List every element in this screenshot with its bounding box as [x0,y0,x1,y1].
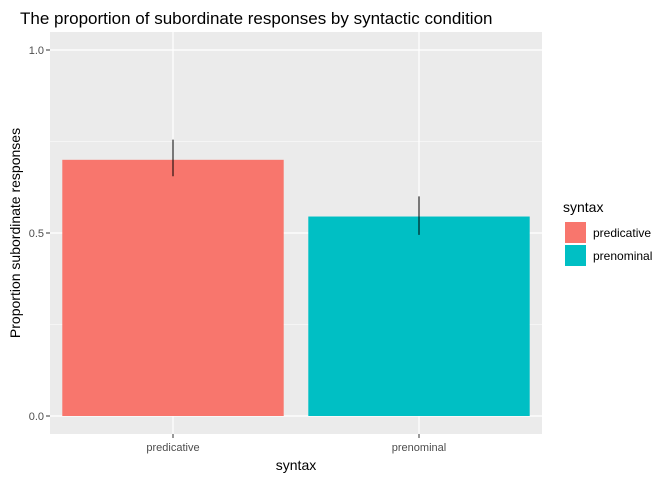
y-axis-title: Proportion subordinate responses [7,128,23,338]
chart-title: The proportion of subordinate responses … [20,9,493,28]
bar-prenominal [308,216,530,416]
legend: syntax predicative prenominal [563,199,652,266]
y-axis: 0.0 0.5 1.0 [29,45,50,423]
x-tick-label: prenominal [392,442,446,454]
y-tick-label: 0.0 [29,411,44,423]
legend-label-predicative: predicative [593,226,651,240]
legend-title: syntax [563,199,603,215]
x-axis-title: syntax [276,457,316,473]
x-axis: predicative prenominal [146,434,446,454]
x-tick-label: predicative [146,442,199,454]
legend-key-prenominal [565,245,586,266]
error-bars [172,139,420,235]
y-tick-label: 0.5 [29,228,44,240]
legend-label-prenominal: prenominal [593,249,652,263]
legend-key-predicative [565,222,586,243]
bars [62,159,530,417]
y-tick-label: 1.0 [29,45,44,57]
bar-predicative [62,159,284,417]
